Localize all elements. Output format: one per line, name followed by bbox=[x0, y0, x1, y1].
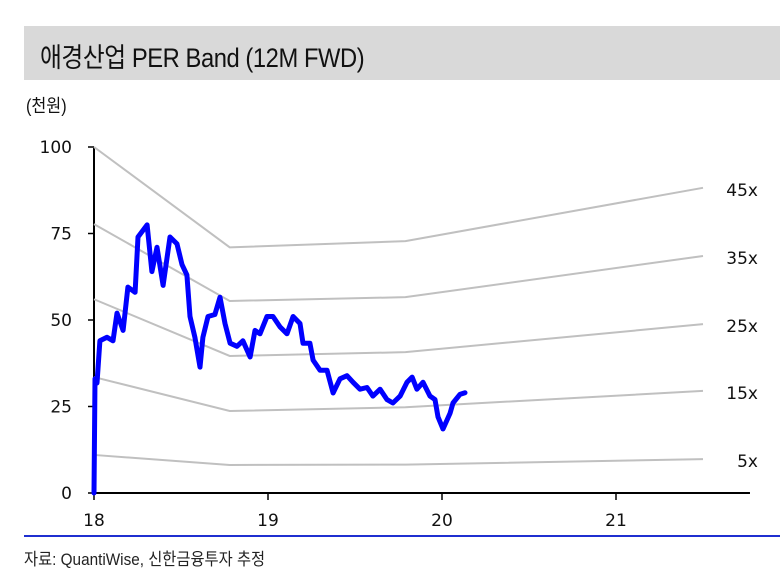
source-separator bbox=[24, 535, 780, 537]
chart-title: 애경산업 PER Band (12M FWD) bbox=[40, 43, 365, 73]
y-tick-label: 50 bbox=[50, 311, 72, 331]
x-tick-label: 19 bbox=[257, 511, 279, 531]
band-label-35x: 35x bbox=[726, 249, 758, 269]
band-line-25x bbox=[93, 298, 704, 357]
y-tick-label: 75 bbox=[50, 225, 72, 245]
band-label-15x: 15x bbox=[726, 384, 758, 404]
x-tick-label: 20 bbox=[431, 511, 453, 531]
y-axis-unit-label: (천원) bbox=[26, 96, 67, 116]
band-line-5x bbox=[93, 453, 704, 466]
source-note: 자료: QuantiWise, 신한금융투자 추정 bbox=[24, 550, 266, 569]
y-tick-label: 100 bbox=[40, 138, 72, 158]
band-label-25x: 25x bbox=[726, 317, 758, 337]
title-bar: 애경산업 PER Band (12M FWD) bbox=[24, 26, 780, 80]
y-tick-label: 0 bbox=[61, 484, 72, 504]
band-label-5x: 5x bbox=[737, 452, 758, 472]
price-line bbox=[91, 222, 468, 496]
band-line-45x bbox=[93, 146, 704, 249]
band-label-45x: 45x bbox=[726, 181, 758, 201]
y-tick-label: 25 bbox=[50, 398, 72, 418]
band-line-15x bbox=[93, 376, 704, 413]
x-tick-label: 18 bbox=[83, 511, 105, 531]
x-tick-label: 21 bbox=[605, 511, 627, 531]
band-line-35x bbox=[93, 223, 704, 302]
